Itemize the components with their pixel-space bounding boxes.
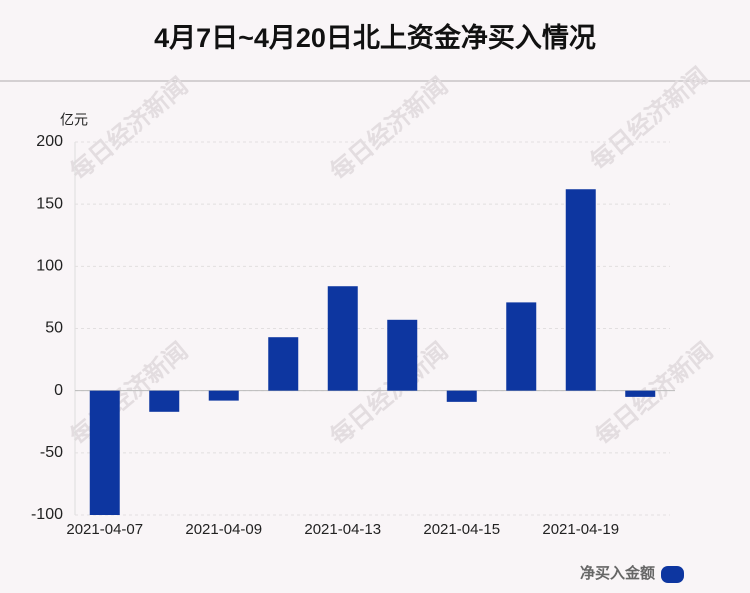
y-tick-label: 200 [36,133,63,150]
y-tick-label: 150 [36,195,63,212]
bar [268,337,299,391]
legend-swatch [661,566,684,583]
bar [506,302,537,391]
y-tick-label: -50 [40,444,63,461]
chart-title: 4月7日~4月20日北上资金净买入情况 [154,22,596,53]
bar [89,390,120,515]
legend-label: 净买入金额 [580,564,655,582]
bar [625,390,656,397]
y-tick-label: 0 [54,382,63,399]
y-tick-label: -100 [31,506,63,523]
x-tick-label: 2021-04-19 [542,521,619,538]
x-tick-label: 2021-04-07 [66,521,143,538]
y-tick-label: 50 [45,320,63,337]
bar [387,319,418,391]
bar [565,189,596,391]
bar [446,390,477,402]
x-tick-label: 2021-04-09 [185,521,262,538]
y-tick-label: 100 [36,258,63,275]
y-unit: 亿元 [60,112,88,128]
bar [149,390,180,412]
bar [208,390,239,401]
x-tick-label: 2021-04-15 [423,521,500,538]
x-tick-label: 2021-04-13 [304,521,381,538]
bar [327,286,358,391]
